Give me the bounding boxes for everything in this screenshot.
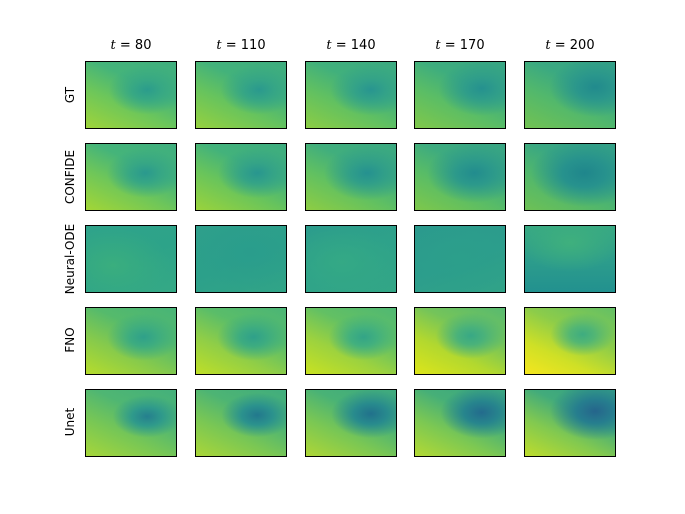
panel-gt-t140 (305, 61, 397, 129)
panel-unet-t140 (305, 389, 397, 457)
panel-unet-t80 (85, 389, 177, 457)
column-title-t110: t = 110 (216, 38, 266, 53)
column-title-t80: t = 80 (110, 38, 152, 53)
panel-confide-t200 (524, 143, 616, 211)
panel-unet-t110 (195, 389, 287, 457)
panel-fno-t200 (524, 307, 616, 375)
column-title-t200: t = 200 (545, 38, 595, 53)
panel-gt-t110 (195, 61, 287, 129)
panel-confide-t170 (414, 143, 506, 211)
panel-confide-t110 (195, 143, 287, 211)
panel-unet-t200 (524, 389, 616, 457)
panel-gt-t170 (414, 61, 506, 129)
panel-confide-t80 (85, 143, 177, 211)
panel-confide-t140 (305, 143, 397, 211)
panel-neural-ode-t140 (305, 225, 397, 293)
panel-fno-t110 (195, 307, 287, 375)
column-title-t170: t = 170 (435, 38, 485, 53)
column-title-t140: t = 140 (326, 38, 376, 53)
row-label-gt: GT (63, 86, 77, 104)
panel-fno-t170 (414, 307, 506, 375)
panel-neural-ode-t110 (195, 225, 287, 293)
row-label-unet: Unet (63, 407, 77, 437)
row-label-confide: CONFIDE (63, 149, 77, 205)
panel-fno-t80 (85, 307, 177, 375)
panel-unet-t170 (414, 389, 506, 457)
panel-fno-t140 (305, 307, 397, 375)
panel-gt-t200 (524, 61, 616, 129)
row-label-neural-ode: Neural-ODE (63, 223, 77, 295)
panel-gt-t80 (85, 61, 177, 129)
panel-neural-ode-t170 (414, 225, 506, 293)
row-label-fno: FNO (63, 327, 77, 353)
panel-neural-ode-t80 (85, 225, 177, 293)
panel-neural-ode-t200 (524, 225, 616, 293)
